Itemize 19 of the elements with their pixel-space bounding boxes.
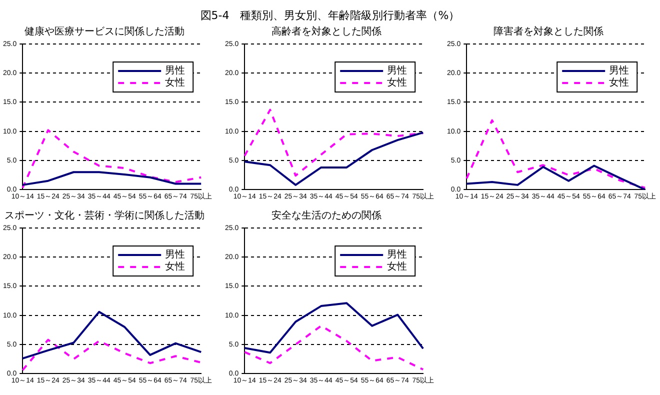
legend-label: 男性 <box>165 64 186 77</box>
legend-label: 女性 <box>165 260 186 273</box>
legend-label: 男性 <box>387 248 408 261</box>
legend-label: 男性 <box>387 64 408 77</box>
legend-label: 男性 <box>165 248 186 261</box>
line-series <box>244 324 424 371</box>
chart-title: 安全な生活のための関係 <box>272 210 382 222</box>
chart-title: 健康や医療サービスに関係した活動 <box>24 26 184 38</box>
chart-title: 高齢者を対象とした関係 <box>272 26 382 38</box>
legend-label: 男性 <box>609 64 630 77</box>
legend-label: 女性 <box>387 260 408 273</box>
legend-label: 女性 <box>165 76 186 89</box>
caption: 図5-4 種類別、男女別、年齢階級別行動者率（%） <box>199 8 461 23</box>
chart-title: 障害者を対象とした関係 <box>494 26 604 38</box>
line-series <box>22 338 202 372</box>
line-series <box>244 108 424 177</box>
legend-label: 女性 <box>609 76 630 89</box>
legend-label: 女性 <box>387 76 408 89</box>
chart-title: スポーツ・文化・芸術・学術に関係した活動 <box>4 210 204 222</box>
